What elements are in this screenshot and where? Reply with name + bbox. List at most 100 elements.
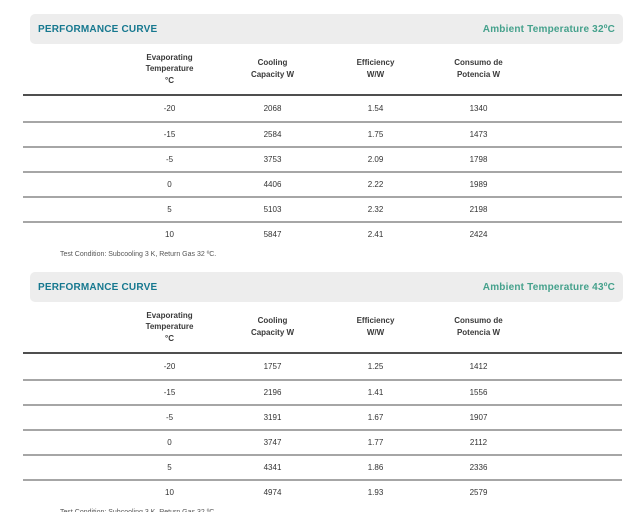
- column-header-line: Evaporating: [146, 52, 193, 62]
- table-cell: 2.41: [367, 230, 384, 239]
- section-title: PERFORMANCE CURVE: [38, 23, 158, 35]
- table-cell: -20: [163, 104, 176, 113]
- table-cell: 5847: [263, 230, 282, 239]
- test-condition-note: Test Condition: Subcooling 3 K, Return G…: [60, 251, 217, 258]
- table-cell: 1798: [469, 155, 488, 164]
- table-cell: 1412: [469, 362, 488, 371]
- table-cell: 1.67: [367, 413, 384, 422]
- column-header-line: °C: [165, 333, 174, 343]
- table-cell: 2.32: [367, 205, 384, 214]
- table-row: -15 2584 1.75 1473: [23, 121, 622, 146]
- table-cell: 1757: [263, 362, 282, 371]
- table-cell: 2198: [469, 205, 488, 214]
- table-cell: 2336: [469, 463, 488, 472]
- table-cell: 2112: [469, 438, 488, 447]
- column-header-evaporating-temperature: Evaporating Temperature °C: [118, 310, 221, 345]
- table-cell: 4974: [263, 488, 282, 497]
- column-header-consumo-potencia: Consumo de Potencia W: [427, 315, 530, 338]
- table-cell: -15: [163, 130, 176, 139]
- column-header-line: W/W: [366, 70, 385, 79]
- table-cell: -5: [165, 413, 174, 422]
- table-cell: 4406: [263, 180, 282, 189]
- column-header-row: Evaporating Temperature °C Cooling Capac…: [23, 302, 622, 352]
- table-cell: 1.41: [367, 388, 384, 397]
- table-cell: 1.75: [367, 130, 384, 139]
- column-header-line: °C: [165, 75, 174, 85]
- section-header-bar: PERFORMANCE CURVE Ambient Temperature 32…: [30, 14, 623, 44]
- table-cell: 1.54: [367, 104, 384, 113]
- table-row: 10 4974 1.93 2579: [23, 479, 622, 504]
- table-row: 0 4406 2.22 1989: [23, 171, 622, 196]
- table-row: -5 3191 1.67 1907: [23, 404, 622, 429]
- column-header-efficiency: Efficiency W/W: [324, 57, 427, 80]
- table-cell: 0: [167, 438, 172, 447]
- column-header-row: Evaporating Temperature °C Cooling Capac…: [23, 44, 622, 94]
- ambient-temperature-label: Ambient Temperature 32ºC: [482, 23, 615, 35]
- table-cell: 2.09: [367, 155, 384, 164]
- table-cell: -20: [163, 362, 176, 371]
- table-cell: 2579: [469, 488, 488, 497]
- table-cell: 10: [165, 230, 174, 239]
- table-cell: 5: [167, 463, 172, 472]
- table-cell: 5103: [263, 205, 282, 214]
- table-cell: 1.93: [367, 488, 384, 497]
- table-cell: 10: [165, 488, 174, 497]
- column-header-line: Potencia W: [456, 328, 501, 337]
- table-body: -20 2068 1.54 1340 -15 2584 1.75 1473 -5 3753 2.09…: [23, 94, 622, 246]
- table-cell: 2196: [263, 388, 282, 397]
- table-cell: 1556: [469, 388, 488, 397]
- table-row: -20 2068 1.54 1340: [23, 96, 622, 121]
- table-row: 5 4341 1.86 2336: [23, 454, 622, 479]
- table-cell: 3747: [263, 438, 282, 447]
- column-header-efficiency: Efficiency W/W: [324, 315, 427, 338]
- column-header-line: Cooling: [257, 58, 288, 68]
- table-cell: 5: [167, 205, 172, 214]
- column-header-cooling-capacity: Cooling Capacity W: [221, 315, 324, 338]
- table-row: -15 2196 1.41 1556: [23, 379, 622, 404]
- table-cell: 1.86: [367, 463, 384, 472]
- test-condition-note: Test Condition: Subcooling 3 K, Return G…: [60, 509, 640, 512]
- column-header-line: Capacity W: [250, 70, 295, 79]
- table-cell: 2424: [469, 230, 488, 239]
- column-header-line: Consumo de: [454, 58, 503, 68]
- table-cell: 2068: [263, 104, 282, 113]
- table-row: -20 1757 1.25 1412: [23, 354, 622, 379]
- column-header-consumo-potencia: Consumo de Potencia W: [427, 57, 530, 80]
- table-cell: 1340: [469, 104, 488, 113]
- column-header-line: Potencia W: [456, 70, 501, 79]
- table-row: 10 5847 2.41 2424: [23, 221, 622, 246]
- table-cell: 1.25: [367, 362, 384, 371]
- table-cell: 1989: [469, 180, 488, 189]
- column-header-line: Efficiency: [356, 316, 395, 326]
- table-cell: 2.22: [367, 180, 384, 189]
- data-table: Evaporating Temperature °C Cooling Capac…: [23, 44, 622, 246]
- data-table: Evaporating Temperature °C Cooling Capac…: [23, 302, 622, 504]
- table-cell: 1907: [469, 413, 488, 422]
- column-header-cooling-capacity: Cooling Capacity W: [221, 57, 324, 80]
- table-cell: 1473: [469, 130, 488, 139]
- table-cell: -5: [165, 155, 174, 164]
- table-cell: 4341: [263, 463, 282, 472]
- column-header-line: W/W: [366, 328, 385, 337]
- table-cell: -15: [163, 388, 176, 397]
- column-header-line: Evaporating: [146, 310, 193, 320]
- ambient-temperature-label: Ambient Temperature 43ºC: [482, 281, 615, 293]
- table-cell: 0: [167, 180, 172, 189]
- table-cell: 3191: [263, 413, 282, 422]
- table-cell: 2584: [263, 130, 282, 139]
- column-header-line: Cooling: [257, 316, 288, 326]
- column-header-line: Capacity W: [250, 328, 295, 337]
- column-header-line: Temperature: [145, 322, 194, 332]
- column-header-line: Consumo de: [454, 316, 503, 326]
- section-header-bar: PERFORMANCE CURVE Ambient Temperature 43…: [30, 272, 623, 302]
- section-title: PERFORMANCE CURVE: [38, 281, 158, 293]
- column-header-evaporating-temperature: Evaporating Temperature °C: [118, 52, 221, 87]
- table-cell: 1.77: [367, 438, 384, 447]
- table-body: -20 1757 1.25 1412 -15 2196 1.41 1556 -5 3191 1.67…: [23, 352, 622, 504]
- performance-table-43c: PERFORMANCE CURVE Ambient Temperature 43…: [0, 272, 640, 512]
- column-header-line: Temperature: [145, 64, 194, 74]
- table-cell: 3753: [263, 155, 282, 164]
- performance-table-32c: PERFORMANCE CURVE Ambient Temperature 32…: [0, 14, 640, 258]
- table-row: 0 3747 1.77 2112: [23, 429, 622, 454]
- column-header-line: Efficiency: [356, 58, 395, 68]
